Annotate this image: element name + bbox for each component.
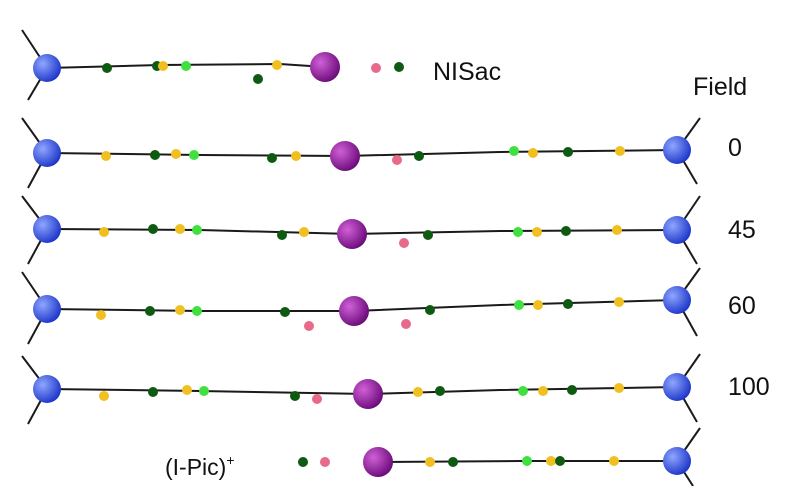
bonds	[21, 117, 701, 189]
blue-atom	[663, 373, 691, 401]
dark-green-atom	[448, 457, 458, 467]
yellow-atom	[533, 300, 543, 310]
light-green-atom	[509, 146, 519, 156]
ipic-charge: +	[226, 452, 234, 468]
nisac-label: NISac	[433, 58, 501, 86]
pink-atom	[312, 394, 322, 404]
yellow-atom	[614, 297, 624, 307]
purple-atom	[353, 379, 383, 409]
light-green-atom	[192, 225, 202, 235]
blue-atom	[663, 286, 691, 314]
yellow-atom	[101, 151, 111, 161]
yellow-atom	[272, 60, 282, 70]
dark-green-atom	[561, 226, 571, 236]
yellow-atom	[546, 456, 556, 466]
yellow-atom	[528, 148, 538, 158]
dark-green-atom	[298, 457, 308, 467]
yellow-atom	[612, 225, 622, 235]
pink-atom	[399, 238, 409, 248]
molecule-row-field-0: 0	[21, 117, 742, 189]
dark-green-atom	[150, 150, 160, 160]
pink-atom	[304, 321, 314, 331]
yellow-atom	[538, 386, 548, 396]
field-header: Field	[693, 73, 747, 101]
dark-green-atom	[394, 62, 404, 72]
blue-atom	[663, 447, 691, 475]
purple-atom	[337, 219, 367, 249]
dark-green-atom	[435, 386, 445, 396]
yellow-atom	[413, 387, 423, 397]
yellow-atom	[614, 383, 624, 393]
dark-green-atom	[563, 299, 573, 309]
yellow-atom	[96, 310, 106, 320]
bonds	[377, 427, 701, 486]
field-value-60: 60	[728, 292, 756, 320]
yellow-atom	[158, 61, 168, 71]
dark-green-atom	[148, 387, 158, 397]
light-green-atom	[518, 386, 528, 396]
yellow-atom	[615, 146, 625, 156]
pink-atom	[392, 155, 402, 165]
dark-green-atom	[425, 305, 435, 315]
light-green-atom	[514, 300, 524, 310]
molecule-row-field-60: 60	[21, 267, 756, 345]
dark-green-atom	[148, 224, 158, 234]
yellow-atom	[609, 456, 619, 466]
dark-green-atom	[267, 153, 277, 163]
dark-green-atom	[567, 385, 577, 395]
purple-atom	[330, 141, 360, 171]
molecule-row-field-100: 100	[21, 353, 770, 425]
yellow-atom	[291, 151, 301, 161]
field-value-0: 0	[728, 134, 742, 162]
yellow-atom	[532, 227, 542, 237]
ipic-label: (I-Pic)+	[165, 452, 235, 480]
purple-atom	[363, 447, 393, 477]
molecule-row-ipic: (I-Pic)+	[165, 427, 701, 486]
light-green-atom	[513, 227, 523, 237]
molecule-row-field-45: 45	[21, 195, 756, 265]
dark-green-atom	[280, 307, 290, 317]
purple-atom	[339, 296, 369, 326]
yellow-atom	[425, 457, 435, 467]
blue-atom	[33, 295, 61, 323]
light-green-atom	[192, 306, 202, 316]
molecule-row-nisac: NISac	[21, 29, 501, 101]
dark-green-atom	[563, 147, 573, 157]
dark-green-atom	[290, 391, 300, 401]
blue-atom	[33, 215, 61, 243]
blue-atom	[33, 375, 61, 403]
purple-atom	[310, 52, 340, 82]
dark-green-atom	[253, 74, 263, 84]
yellow-atom	[299, 227, 309, 237]
blue-atom	[33, 139, 61, 167]
light-green-atom	[522, 456, 532, 466]
ipic-label-text: (I-Pic)	[165, 454, 226, 480]
dark-green-atom	[414, 151, 424, 161]
dark-green-atom	[423, 230, 433, 240]
light-green-atom	[199, 386, 209, 396]
pink-atom	[401, 319, 411, 329]
light-green-atom	[189, 150, 199, 160]
dark-green-atom	[102, 63, 112, 73]
blue-atom	[663, 136, 691, 164]
yellow-atom	[182, 385, 192, 395]
yellow-atom	[171, 149, 181, 159]
yellow-atom	[175, 224, 185, 234]
blue-atom	[33, 54, 61, 82]
yellow-atom	[99, 227, 109, 237]
dark-green-atom	[277, 230, 287, 240]
dark-green-atom	[555, 456, 565, 466]
light-green-atom	[181, 61, 191, 71]
yellow-atom	[175, 305, 185, 315]
field-value-45: 45	[728, 216, 756, 244]
blue-atom	[663, 216, 691, 244]
field-value-100: 100	[728, 373, 770, 401]
pink-atom	[320, 457, 330, 467]
pink-atom	[371, 63, 381, 73]
yellow-atom	[99, 391, 109, 401]
dark-green-atom	[145, 306, 155, 316]
